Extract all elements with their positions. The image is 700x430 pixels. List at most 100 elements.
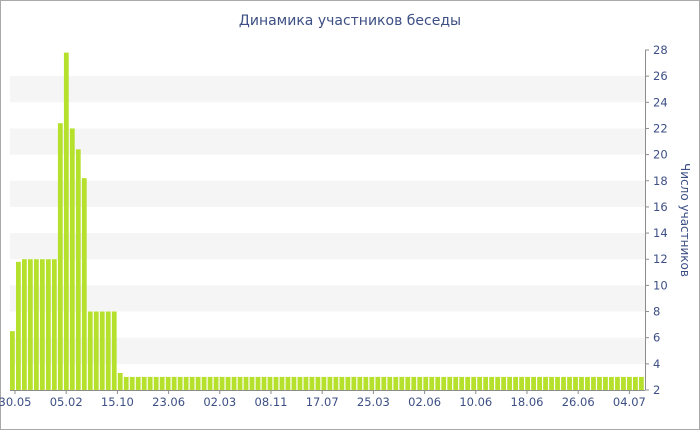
bar: [573, 376, 578, 390]
bar: [10, 331, 15, 390]
bar: [153, 376, 159, 390]
y-tick-label: 10: [653, 278, 668, 292]
bar: [141, 376, 147, 390]
bar: [69, 128, 75, 390]
bar: [267, 376, 273, 390]
bar: [519, 376, 524, 390]
grid-stripe: [10, 285, 645, 312]
bar: [171, 376, 177, 390]
bar: [531, 376, 536, 390]
x-tick-label: 17.07: [306, 395, 339, 409]
bar: [183, 376, 189, 390]
bar: [99, 311, 105, 390]
bar: [483, 376, 489, 390]
bar: [411, 376, 417, 390]
bar: [441, 376, 447, 390]
bar: [51, 259, 57, 390]
bar: [633, 376, 638, 390]
bar: [45, 259, 51, 390]
bar: [33, 259, 39, 390]
x-ticks: 30.05 05.02 15.10 23.06 02.03 08.11 17.07 25.03…: [0, 390, 646, 409]
y-tick-label: 2: [653, 383, 660, 397]
bar: [471, 376, 477, 390]
bar: [237, 376, 243, 390]
bar: [321, 376, 327, 390]
bar: [525, 376, 530, 390]
bar: [375, 376, 381, 390]
x-tick-label: 08.11: [255, 395, 288, 409]
grid-stripe: [10, 128, 645, 155]
bar: [465, 376, 471, 390]
bar: [477, 376, 483, 390]
bar: [207, 376, 213, 390]
bar: [327, 376, 333, 390]
bar: [105, 311, 111, 390]
y-tick-label: 24: [653, 95, 668, 109]
bar: [543, 376, 548, 390]
bar: [357, 376, 363, 390]
bar: [231, 376, 237, 390]
bar: [405, 376, 411, 390]
bar: [111, 311, 117, 390]
bar: [447, 376, 453, 390]
bar: [381, 376, 387, 390]
x-tick-label: 26.06: [562, 395, 595, 409]
bar: [135, 376, 141, 390]
bar: [621, 376, 626, 390]
bar: [243, 376, 249, 390]
bar: [291, 376, 297, 390]
bar: [123, 376, 129, 390]
bar: [201, 376, 207, 390]
bar: [507, 376, 513, 390]
y-tick-label: 14: [653, 226, 668, 240]
bar: [315, 376, 321, 390]
bar: [435, 376, 441, 390]
y-tick-label: 26: [653, 69, 668, 83]
grid-stripes: [10, 76, 645, 364]
bar: [459, 376, 465, 390]
bar: [219, 376, 225, 390]
x-tick-label: 18.06: [511, 395, 544, 409]
bar: [225, 376, 231, 390]
x-tick-label: 30.05: [0, 395, 31, 409]
y-tick-label: 4: [653, 357, 660, 371]
grid-stripe: [10, 337, 645, 364]
bar: [39, 259, 45, 390]
bar: [561, 376, 566, 390]
y-tick-label: 6: [653, 331, 660, 345]
bar: [285, 376, 291, 390]
bar: [489, 376, 495, 390]
x-tick-label: 02.06: [408, 395, 441, 409]
bar: [363, 376, 369, 390]
bar: [615, 376, 620, 390]
bar: [591, 376, 596, 390]
bar: [261, 376, 267, 390]
bar: [213, 376, 219, 390]
bar: [75, 149, 81, 390]
bar: [501, 376, 507, 390]
bar: [27, 259, 33, 390]
bar: [333, 376, 339, 390]
bar: [165, 376, 171, 390]
bar: [303, 376, 309, 390]
bar: [297, 376, 303, 390]
bar: [309, 376, 315, 390]
y-tick-label: 8: [653, 305, 660, 319]
bar: [147, 376, 153, 390]
x-tick-label: 02.03: [203, 395, 236, 409]
y-tick-label: 18: [653, 174, 668, 188]
bar: [603, 376, 608, 390]
bar: [93, 311, 99, 390]
bar: [15, 261, 21, 390]
bar: [513, 376, 518, 390]
bar: [495, 376, 501, 390]
y-tick-label: 12: [653, 252, 668, 266]
bar: [21, 259, 27, 390]
x-tick-label: 05.02: [50, 395, 83, 409]
y-tick-label: 20: [653, 148, 668, 162]
bar: [597, 376, 602, 390]
bar: [63, 52, 69, 391]
bar: [345, 376, 351, 390]
bar: [567, 376, 572, 390]
